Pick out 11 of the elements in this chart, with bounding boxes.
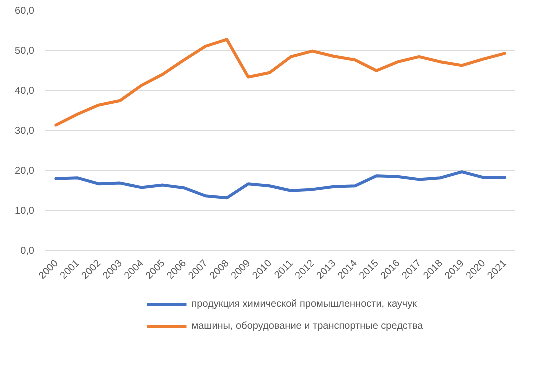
y-tick-label: 0,0 (20, 246, 35, 257)
y-tick-label: 10,0 (15, 206, 35, 217)
y-tick-label: 40,0 (15, 86, 35, 97)
y-tick-label: 30,0 (15, 126, 35, 137)
line-series (54, 38, 506, 127)
y-tick-label: 50,0 (15, 46, 35, 57)
y-tick-label: 60,0 (15, 6, 35, 17)
line-series (54, 170, 506, 200)
legend-label: продукция химической промышленности, каучук (192, 298, 417, 310)
y-tick-label: 20,0 (15, 166, 35, 177)
legend-label: машины, оборудование и транспортные средства (192, 320, 424, 332)
